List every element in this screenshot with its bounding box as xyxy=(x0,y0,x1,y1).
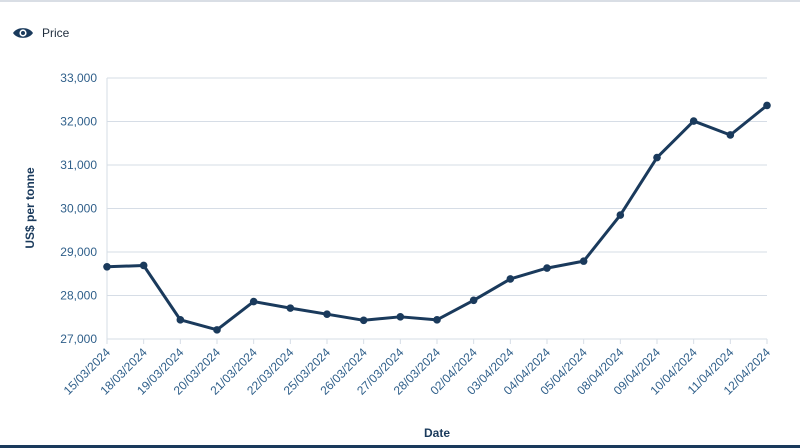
data-point[interactable] xyxy=(469,296,478,305)
y-tick-label: 33,000 xyxy=(60,71,97,85)
x-axis-ticks: 15/03/202418/03/202419/03/202420/03/2024… xyxy=(61,339,773,398)
data-point[interactable] xyxy=(543,264,551,272)
y-tick-label: 30,000 xyxy=(60,202,97,216)
eye-icon xyxy=(12,26,34,40)
y-tick-label: 27,000 xyxy=(60,332,97,346)
data-point[interactable] xyxy=(616,211,625,219)
y-tick-label: 32,000 xyxy=(60,115,97,129)
data-point[interactable] xyxy=(249,297,258,306)
data-point[interactable] xyxy=(579,257,588,265)
data-point[interactable] xyxy=(433,316,441,324)
y-axis-ticks: 27,000 28,000 29,000 30,000 31,000 32,000 33,0… xyxy=(60,71,97,346)
data-point[interactable] xyxy=(653,153,661,162)
data-point[interactable] xyxy=(506,275,515,283)
top-divider xyxy=(0,0,800,2)
series-line-group xyxy=(105,103,769,332)
data-point[interactable] xyxy=(176,316,185,324)
data-point[interactable] xyxy=(689,117,698,125)
x-axis-title: Date xyxy=(424,426,450,440)
data-point[interactable] xyxy=(213,326,221,334)
data-point[interactable] xyxy=(286,304,295,312)
data-point[interactable] xyxy=(103,262,111,271)
y-tick-label: 29,000 xyxy=(60,245,97,259)
legend-label: Price xyxy=(42,26,70,40)
data-point[interactable] xyxy=(323,310,331,319)
y-tick-label: 31,000 xyxy=(60,158,97,172)
legend-item-price[interactable]: Price xyxy=(12,26,69,40)
bottom-divider xyxy=(0,445,800,448)
grid-lines xyxy=(106,77,767,340)
data-point[interactable] xyxy=(726,131,735,139)
data-point[interactable] xyxy=(359,316,368,325)
data-point[interactable] xyxy=(396,313,405,321)
y-axis-title: US$ per tonne xyxy=(23,167,37,249)
y-tick-label: 28,000 xyxy=(60,289,97,303)
series-points xyxy=(103,101,771,334)
data-point[interactable] xyxy=(139,261,148,270)
series-line-price xyxy=(105,103,769,332)
data-point[interactable] xyxy=(763,101,771,110)
